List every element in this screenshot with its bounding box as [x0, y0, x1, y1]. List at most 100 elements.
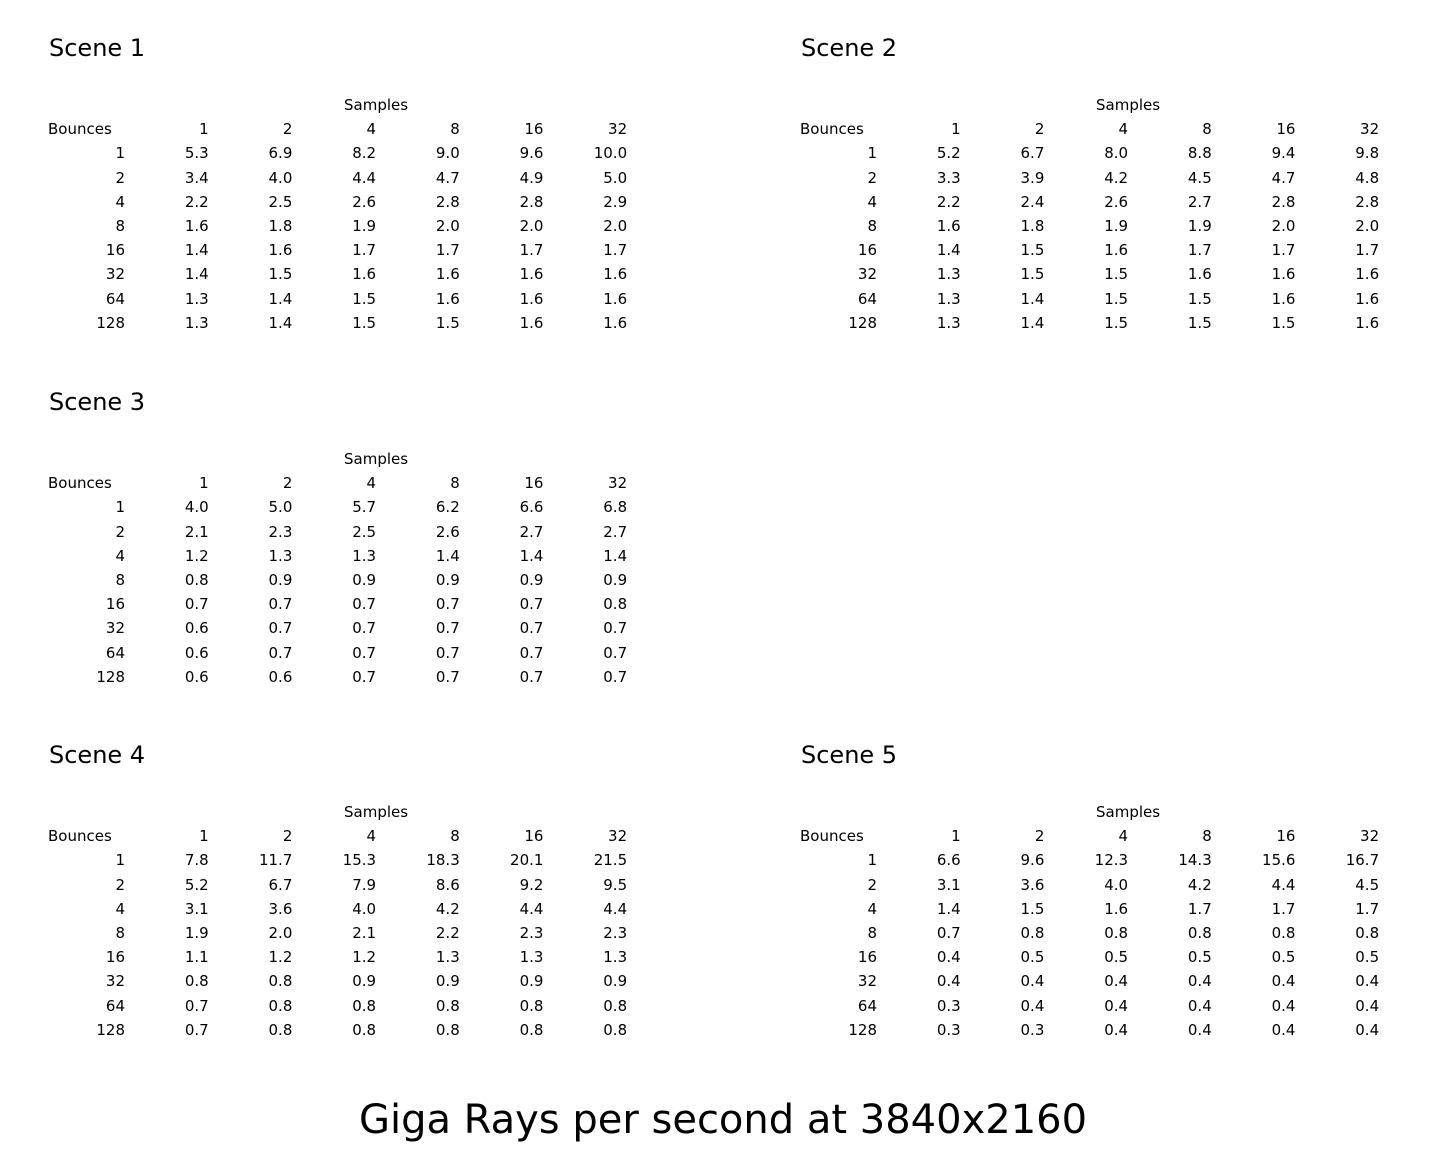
column-header-samples: 8 [450, 827, 460, 846]
table-row: 2 3.1 3.6 4.0 4.2 4.4 4.5 [800, 873, 1379, 897]
table-cell-value: 6.7 [268, 875, 293, 894]
scene-title: Scene 1 [49, 34, 146, 62]
table-cell-value: 1.4 [1020, 289, 1045, 308]
table-cell-value: 0.7 [268, 595, 293, 614]
table-cell-value: 1.6 [519, 289, 544, 308]
table-cell-value: 0.7 [519, 619, 544, 638]
row-header-bounces: 8 [115, 217, 125, 236]
column-header-samples: 2 [1034, 120, 1045, 139]
table-cell-value: 1.6 [435, 289, 460, 308]
table-cell-value: 4.0 [352, 899, 377, 918]
table-row: 128 0.3 0.3 0.4 0.4 0.4 0.4 [800, 1018, 1379, 1042]
table-cell-value: 1.7 [1187, 241, 1212, 260]
table-cell-value: 10.0 [593, 144, 628, 163]
table-cell-value: 2.0 [1271, 217, 1296, 236]
column-header-samples: 4 [366, 120, 377, 139]
table-cell-value: 2.3 [519, 924, 544, 943]
table-cell-value: 1.4 [936, 241, 961, 260]
table-cell-value: 1.7 [519, 241, 544, 260]
table-cell-value: 1.2 [268, 948, 293, 967]
table-cell-value: 4.0 [184, 498, 209, 517]
table-row: 128 0.6 0.6 0.7 0.7 0.7 0.7 [48, 665, 627, 689]
table-cell-value: 0.7 [184, 996, 209, 1015]
table-cell-value: 0.4 [1104, 972, 1129, 991]
table-cell-value: 2.0 [1355, 217, 1380, 236]
table-cell-value: 0.7 [352, 667, 377, 686]
scene-table-block: Scene 2 Samples Bounces 1 2 4 8 16 32 1 5.2 6.7 8.0 8… [800, 33, 1400, 333]
table-cell-value: 5.2 [184, 875, 209, 894]
table-cell-value: 15.6 [1262, 851, 1296, 870]
samples-axis-label: Samples [1096, 96, 1161, 115]
table-cell-value: 0.7 [184, 595, 209, 614]
column-header-samples: 32 [1360, 120, 1380, 139]
table-cell-value: 2.8 [519, 192, 544, 211]
table-cell-value: 0.5 [1187, 948, 1212, 967]
table-cell-value: 1.4 [184, 265, 209, 284]
table-cell-value: 9.4 [1271, 144, 1296, 163]
table-cell-value: 1.5 [1020, 265, 1045, 284]
table-cell-value: 1.3 [603, 948, 628, 967]
table-cell-value: 0.8 [435, 996, 460, 1015]
table-cell-value: 0.4 [1355, 972, 1380, 991]
column-header-samples: 4 [1118, 827, 1129, 846]
table-cell-value: 1.5 [1104, 289, 1129, 308]
table-cell-value: 5.2 [936, 144, 961, 163]
table-cell-value: 0.7 [435, 643, 460, 662]
column-header-samples: 2 [282, 474, 293, 493]
table-cell-value: 1.4 [603, 546, 628, 565]
table-cell-value: 0.3 [936, 996, 961, 1015]
table-cell-value: 1.6 [1104, 241, 1129, 260]
row-header-bounces: 64 [857, 996, 877, 1015]
scene-title: Scene 3 [49, 388, 146, 416]
row-header-bounces: 16 [857, 948, 877, 967]
column-header-samples: 2 [1034, 827, 1045, 846]
table-cell-value: 4.8 [1355, 168, 1380, 187]
table-cell-value: 4.2 [435, 899, 460, 918]
scene-data-table: Samples Bounces 1 2 4 8 16 32 1 5.2 6.7 8.0 8.8 9.4 9.… [800, 93, 1379, 335]
samples-axis-label: Samples [344, 96, 409, 115]
table-row: 16 1.4 1.5 1.6 1.7 1.7 1.7 [800, 238, 1379, 262]
column-header-samples: 32 [608, 120, 628, 139]
row-header-bounces: 128 [96, 667, 125, 686]
table-cell-value: 1.3 [936, 289, 961, 308]
scene-title: Scene 2 [801, 34, 898, 62]
table-cell-value: 1.6 [603, 265, 628, 284]
table-cell-value: 1.3 [184, 313, 209, 332]
column-header-row: Bounces 1 2 4 8 16 32 [48, 824, 627, 848]
table-cell-value: 3.1 [184, 899, 209, 918]
row-header-bounces: 8 [115, 571, 125, 590]
table-cell-value: 0.7 [519, 667, 544, 686]
table-cell-value: 0.4 [1271, 1020, 1296, 1039]
table-cell-value: 0.4 [1271, 972, 1296, 991]
table-cell-value: 3.3 [936, 168, 961, 187]
table-cell-value: 0.5 [1104, 948, 1129, 967]
bounces-axis-label: Bounces [800, 120, 864, 139]
table-cell-value: 1.9 [1104, 217, 1129, 236]
table-cell-value: 2.3 [268, 522, 293, 541]
table-cell-value: 6.6 [519, 498, 544, 517]
table-cell-value: 0.4 [1355, 996, 1380, 1015]
column-header-samples: 16 [524, 120, 544, 139]
table-cell-value: 2.6 [1104, 192, 1129, 211]
table-cell-value: 1.5 [1187, 313, 1212, 332]
table-cell-value: 0.4 [1187, 972, 1212, 991]
table-cell-value: 1.6 [1104, 899, 1129, 918]
column-header-samples: 1 [199, 827, 209, 846]
table-cell-value: 2.3 [603, 924, 628, 943]
table-cell-value: 0.9 [435, 571, 460, 590]
table-cell-value: 2.0 [268, 924, 293, 943]
table-row: 4 1.2 1.3 1.3 1.4 1.4 1.4 [48, 544, 627, 568]
table-row: 1 5.2 6.7 8.0 8.8 9.4 9.8 [800, 141, 1379, 165]
table-cell-value: 0.4 [1104, 996, 1129, 1015]
table-cell-value: 1.7 [1271, 899, 1296, 918]
table-cell-value: 3.6 [268, 899, 293, 918]
column-header-samples: 2 [282, 120, 293, 139]
table-row: 1 6.6 9.6 12.3 14.3 15.6 16.7 [800, 848, 1379, 872]
row-header-bounces: 32 [857, 265, 877, 284]
column-header-samples: 8 [1202, 120, 1212, 139]
table-cell-value: 2.9 [603, 192, 628, 211]
table-row: 1 5.3 6.9 8.2 9.0 9.6 10.0 [48, 141, 627, 165]
table-row: 16 0.7 0.7 0.7 0.7 0.7 0.8 [48, 592, 627, 616]
table-row: 128 1.3 1.4 1.5 1.5 1.5 1.6 [800, 311, 1379, 335]
table-row: 16 0.4 0.5 0.5 0.5 0.5 0.5 [800, 945, 1379, 969]
